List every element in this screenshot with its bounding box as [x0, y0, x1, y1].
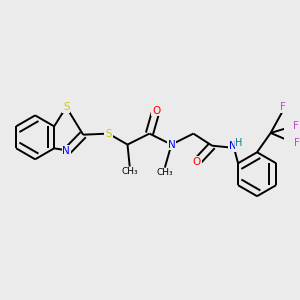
- Text: S: S: [105, 129, 112, 139]
- Text: N: N: [167, 140, 175, 150]
- Text: F: F: [280, 102, 286, 112]
- Text: F: F: [293, 122, 299, 131]
- Text: CH₃: CH₃: [122, 167, 138, 176]
- Text: S: S: [63, 102, 70, 112]
- Text: N: N: [62, 146, 70, 155]
- Text: O: O: [152, 106, 160, 116]
- Text: H: H: [236, 138, 243, 148]
- Text: O: O: [193, 157, 201, 167]
- Text: N: N: [229, 142, 236, 152]
- Text: F: F: [294, 138, 300, 148]
- Text: CH₃: CH₃: [157, 169, 173, 178]
